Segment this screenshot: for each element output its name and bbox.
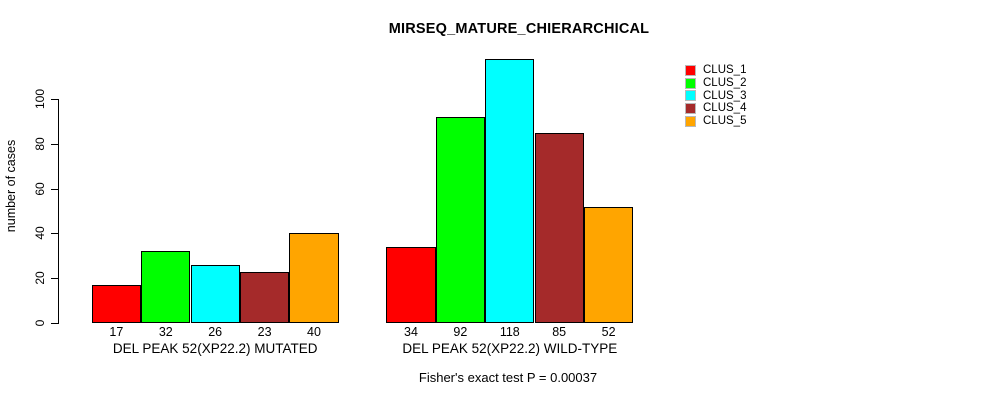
group-label: DEL PEAK 52(XP22.2) MUTATED — [112, 341, 318, 356]
bar-clus_1-group1 — [91, 284, 142, 323]
y-axis-tick — [51, 323, 58, 324]
bar-clus_4-group1 — [239, 271, 290, 323]
legend-swatch-clus_2 — [685, 77, 696, 89]
bar-value-label: 32 — [158, 325, 173, 339]
bar-value-label: 34 — [404, 325, 418, 339]
y-axis-tick-label: 0 — [33, 319, 47, 327]
legend-swatch-clus_3 — [685, 90, 696, 102]
bar-clus_3-group2 — [485, 58, 535, 323]
legend-swatch-clus_1 — [685, 64, 696, 76]
legend-swatch-clus_5 — [685, 115, 696, 127]
fisher-test-caption: Fisher's exact test P = 0.00037 — [418, 370, 598, 385]
y-axis-line — [58, 99, 59, 324]
bar-clus_2-group2 — [435, 116, 486, 323]
legend-swatch-clus_4 — [685, 102, 696, 114]
y-axis-tick-label: 80 — [33, 137, 47, 151]
legend-item: CLUS_3 — [685, 89, 746, 102]
y-axis-tick — [51, 99, 58, 100]
bar-value-label: 52 — [601, 325, 616, 339]
legend-label: CLUS_1 — [703, 64, 747, 77]
bar-value-label: 26 — [208, 325, 223, 339]
bar-clus_5-group1 — [289, 233, 339, 323]
bar-clus_3-group1 — [190, 264, 240, 323]
legend-label: CLUS_2 — [703, 77, 747, 90]
bar-value-label: 92 — [453, 325, 468, 339]
y-axis-title: number of cases — [4, 139, 18, 233]
y-axis-tick-label: 40 — [33, 226, 47, 241]
y-axis-tick-label: 100 — [33, 88, 47, 110]
bar-value-label: 40 — [307, 325, 321, 339]
bar-value-label: 17 — [109, 325, 124, 339]
bar-value-label: 23 — [257, 325, 272, 339]
legend-label: CLUS_4 — [703, 102, 747, 115]
legend-item: CLUS_5 — [685, 115, 746, 128]
y-axis-tick-label: 60 — [33, 181, 47, 196]
legend-item: CLUS_4 — [685, 102, 746, 115]
y-axis-tick-label: 20 — [33, 271, 47, 285]
bar-value-label: 85 — [552, 325, 567, 339]
y-axis-tick — [51, 233, 58, 235]
y-axis-tick — [51, 278, 58, 280]
group-label: DEL PEAK 52(XP22.2) WILD-TYPE — [402, 341, 618, 356]
bar-clus_4-group2 — [534, 132, 584, 323]
bar-clus_1-group2 — [386, 246, 436, 323]
y-axis-tick — [51, 188, 58, 190]
bar-clus_2-group1 — [141, 251, 191, 323]
chart-title: MIRSEQ_MATURE_CHIERARCHICAL — [388, 21, 650, 37]
legend-item: CLUS_1 — [685, 64, 746, 77]
y-axis-tick — [51, 143, 58, 145]
bar-clus_5-group2 — [583, 206, 634, 323]
bar-value-label: 118 — [499, 325, 520, 339]
legend-label: CLUS_5 — [703, 115, 747, 128]
legend: CLUS_1 CLUS_2 CLUS_3 CLUS_4 CLUS_5 — [685, 64, 746, 127]
legend-label: CLUS_3 — [703, 89, 747, 102]
legend-item: CLUS_2 — [685, 77, 746, 90]
